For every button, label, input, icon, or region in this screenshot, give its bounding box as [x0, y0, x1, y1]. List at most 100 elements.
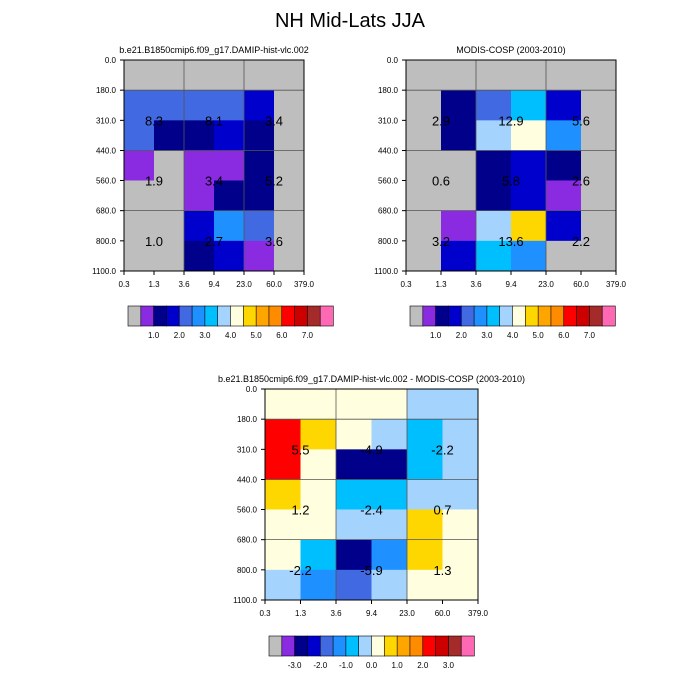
- colorbar-swatch: [422, 305, 437, 327]
- colorbar-swatch: [319, 635, 334, 657]
- heatmap-cell: [244, 240, 275, 272]
- box-value-label: 1.2: [291, 503, 309, 518]
- colorbar-swatch: [166, 305, 180, 327]
- heatmap-cell: [336, 389, 372, 420]
- box-value-label: 3.4: [265, 113, 283, 128]
- box-value-label: 1.3: [433, 563, 451, 578]
- colorbar-swatch: [589, 305, 603, 327]
- heatmap-cell: [244, 120, 275, 152]
- heatmap-cell: [406, 60, 442, 91]
- y-tick-label: 310.0: [378, 116, 399, 125]
- x-tick-label: 0.3: [400, 280, 412, 289]
- heatmap-cell: [371, 539, 408, 571]
- colorbar-label: 3.0: [199, 331, 211, 340]
- colorbar-swatch: [396, 635, 411, 657]
- colorbar-swatch: [255, 305, 270, 327]
- heatmap-cell: [184, 150, 215, 181]
- heatmap-cell: [442, 389, 479, 420]
- heatmap-cell: [184, 120, 215, 152]
- box-value-label: 13.6: [498, 234, 523, 249]
- heatmap-cell: [124, 180, 155, 212]
- colorbar-label: 4.0: [225, 331, 237, 340]
- colorbar-label: 1.0: [430, 331, 442, 340]
- heatmap-cell: [546, 240, 582, 272]
- colorbar-label: 0.0: [366, 661, 378, 670]
- heatmap-cell: [274, 240, 305, 272]
- heatmap-cell: [124, 60, 155, 91]
- colorbar-label: 7.0: [584, 331, 596, 340]
- box-value-label: 5.8: [502, 174, 520, 189]
- heatmap-cell: [442, 419, 479, 450]
- colorbar-swatch: [435, 635, 449, 657]
- heatmap-cell: [407, 419, 443, 450]
- y-tick-label: 180.0: [237, 415, 258, 424]
- box-value-label: -2.2: [431, 442, 453, 457]
- colorbar-swatch: [268, 635, 283, 657]
- heatmap-cell: [300, 569, 337, 601]
- colorbar-swatch: [281, 305, 296, 327]
- colorbar-label: 1.0: [148, 331, 160, 340]
- heatmap-cell: [511, 210, 547, 242]
- panel-title: b.e21.B1850cmip6.f09_g17.DAMIP-hist-vlc.…: [218, 374, 525, 384]
- panel-title: b.e21.B1850cmip6.f09_g17.DAMIP-hist-vlc.…: [119, 45, 309, 55]
- heatmap-cell: [244, 180, 275, 212]
- heatmap-cell: [476, 60, 512, 91]
- heatmap-cell: [124, 90, 155, 121]
- colorbar-swatch: [486, 305, 501, 327]
- colorbar-swatch: [319, 305, 334, 327]
- heatmap-cell: [371, 419, 408, 450]
- heatmap-cell: [407, 569, 443, 601]
- heatmap-cell: [244, 90, 275, 121]
- box-value-label: 3.4: [205, 174, 223, 189]
- heatmap-cell: [441, 90, 477, 121]
- heatmap-cell: [406, 240, 442, 272]
- heatmap-cell: [476, 150, 512, 181]
- heatmap-cell: [244, 210, 275, 242]
- colorbar-swatch: [140, 305, 155, 327]
- box-value-label: 5.6: [572, 113, 590, 128]
- box-value-label: 1.9: [145, 174, 163, 189]
- y-tick-label: 1100.0: [233, 596, 257, 605]
- heatmap-cell: [244, 150, 275, 181]
- x-tick-label: 379.0: [606, 280, 627, 289]
- colorbar-swatch: [499, 305, 514, 327]
- heatmap-cell: [581, 90, 617, 121]
- y-tick-label: 0.0: [246, 385, 258, 394]
- heatmap-cell: [154, 150, 185, 181]
- colorbar-label: -1.0: [339, 661, 353, 670]
- colorbar-swatch: [153, 305, 168, 327]
- y-tick-label: 440.0: [237, 476, 258, 485]
- heatmap-cell: [442, 539, 479, 571]
- heatmap-cell: [184, 210, 215, 242]
- heatmap-cell: [476, 180, 512, 212]
- chart-panel-3: b.e21.B1850cmip6.f09_g17.DAMIP-hist-vlc.…: [218, 374, 525, 670]
- colorbar-swatch: [448, 305, 462, 327]
- heatmap-cell: [407, 449, 443, 481]
- y-tick-label: 680.0: [237, 536, 258, 545]
- colorbar-label: 2.0: [417, 661, 429, 670]
- heatmap-cell: [336, 479, 372, 510]
- heatmap-cell: [371, 449, 408, 481]
- colorbar-swatch: [217, 305, 232, 327]
- heatmap-cell: [265, 479, 301, 510]
- colorbar-swatch: [409, 305, 424, 327]
- colorbar-swatch: [358, 635, 373, 657]
- colorbar-swatch: [332, 635, 347, 657]
- chart-panel-1: b.e21.B1850cmip6.f09_g17.DAMIP-hist-vlc.…: [92, 45, 334, 340]
- heatmap-cell: [407, 389, 443, 420]
- box-value-label: -2.4: [360, 503, 382, 518]
- x-tick-label: 0.3: [259, 609, 271, 618]
- y-tick-label: 560.0: [378, 176, 399, 185]
- heatmap-cell: [300, 389, 337, 420]
- heatmap-cell: [214, 120, 245, 152]
- y-tick-label: 560.0: [96, 176, 117, 185]
- colorbar-swatch: [204, 305, 219, 327]
- heatmap-cell: [511, 120, 547, 152]
- x-tick-label: 1.3: [295, 609, 307, 618]
- heatmap-cell: [407, 479, 443, 510]
- colorbar-label: 5.0: [251, 331, 263, 340]
- heatmap-cell: [336, 509, 372, 541]
- heatmap-cell: [546, 150, 582, 181]
- heatmap-cell: [244, 60, 275, 91]
- heatmap-cell: [300, 449, 337, 481]
